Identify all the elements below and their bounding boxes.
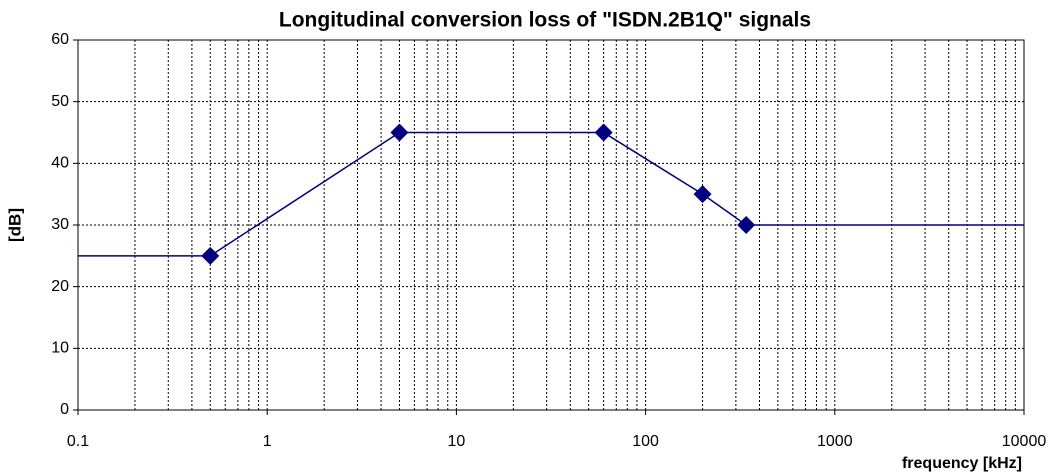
x-tick-label: 1000: [817, 433, 853, 450]
x-tick-label: 10: [448, 433, 466, 450]
data-marker: [737, 216, 756, 234]
x-tick-label: 1: [263, 433, 272, 450]
y-tick-label: 20: [51, 278, 69, 295]
data-marker: [201, 246, 220, 265]
x-axis-label: frequency [kHz]: [902, 455, 1022, 472]
y-axis-label: [dB]: [5, 208, 24, 242]
x-tick-label: 0.1: [67, 433, 89, 450]
data-marker: [390, 123, 409, 142]
data-line: [78, 131, 1024, 257]
y-tick-label: 10: [51, 340, 69, 357]
x-tick-label: 10000: [1002, 433, 1047, 450]
y-tick-label: 60: [51, 31, 69, 48]
y-tick-label: 0: [60, 401, 69, 418]
y-tick-label: 30: [51, 216, 69, 233]
x-tick-label: 100: [632, 433, 659, 450]
data-marker: [693, 185, 712, 204]
data-marker: [594, 123, 613, 142]
chart-title: Longitudinal conversion loss of "ISDN.2B…: [279, 9, 811, 32]
y-tick-label: 50: [51, 93, 69, 110]
y-tick-label: 40: [51, 155, 69, 172]
